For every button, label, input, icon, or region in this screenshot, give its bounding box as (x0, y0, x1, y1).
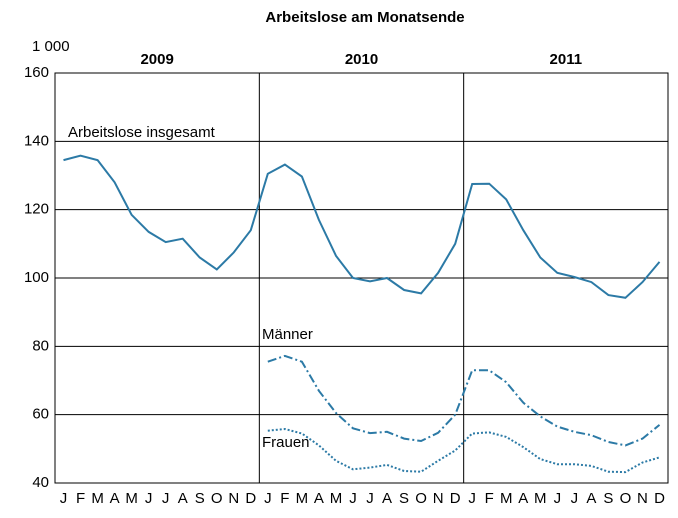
x-tick-label: M (296, 490, 309, 507)
x-tick-label: A (382, 490, 392, 507)
y-tick-label: 140 (24, 132, 49, 149)
x-tick-label: F (485, 490, 494, 507)
chart-title: Arbeitslose am Monatsende (265, 9, 464, 26)
x-tick-label: M (330, 490, 343, 507)
series-line (63, 154, 661, 299)
x-tick-label: J (366, 490, 374, 507)
x-tick-label: O (620, 490, 632, 507)
x-tick-label: J (145, 490, 153, 507)
x-tick-label: J (264, 490, 272, 507)
x-tick-label: A (110, 490, 120, 507)
x-tick-label: J (571, 490, 579, 507)
x-tick-label: A (314, 490, 324, 507)
x-tick-label: O (415, 490, 427, 507)
unit-label: 1 000 (32, 38, 70, 55)
x-tick-label: J (554, 490, 562, 507)
x-tick-label: M (534, 490, 547, 507)
y-tick-label: 120 (24, 201, 49, 218)
x-tick-label: N (433, 490, 444, 507)
year-label: 2010 (345, 51, 378, 68)
y-tick-label: 100 (24, 269, 49, 286)
x-tick-label: F (280, 490, 289, 507)
y-tick-label: 60 (32, 406, 49, 423)
x-tick-label: M (500, 490, 513, 507)
x-tick-label: S (399, 490, 409, 507)
x-tick-label: J (468, 490, 476, 507)
series-label: Frauen (262, 434, 310, 451)
x-tick-label: J (162, 490, 170, 507)
series-line (267, 354, 661, 447)
year-label: 2009 (140, 51, 173, 68)
x-tick-label: A (518, 490, 528, 507)
series-label: Männer (262, 326, 313, 343)
y-tick-label: 40 (32, 474, 49, 491)
x-tick-label: M (91, 490, 104, 507)
x-tick-label: D (654, 490, 665, 507)
x-tick-label: D (245, 490, 256, 507)
year-label: 2011 (550, 51, 583, 68)
plot-frame (54, 72, 669, 484)
x-tick-label: J (349, 490, 357, 507)
x-tick-label: D (450, 490, 461, 507)
x-tick-label: A (586, 490, 596, 507)
x-tick-label: N (228, 490, 239, 507)
x-tick-label: M (125, 490, 138, 507)
x-tick-label: N (637, 490, 648, 507)
x-tick-label: O (211, 490, 223, 507)
series-line (267, 427, 660, 474)
x-tick-label: S (195, 490, 205, 507)
series-label: Arbeitslose insgesamt (68, 124, 216, 141)
x-tick-label: F (76, 490, 85, 507)
y-tick-label: 160 (24, 64, 49, 81)
y-tick-label: 80 (32, 337, 49, 354)
x-tick-label: J (60, 490, 68, 507)
x-tick-label: S (603, 490, 613, 507)
x-tick-label: A (178, 490, 188, 507)
